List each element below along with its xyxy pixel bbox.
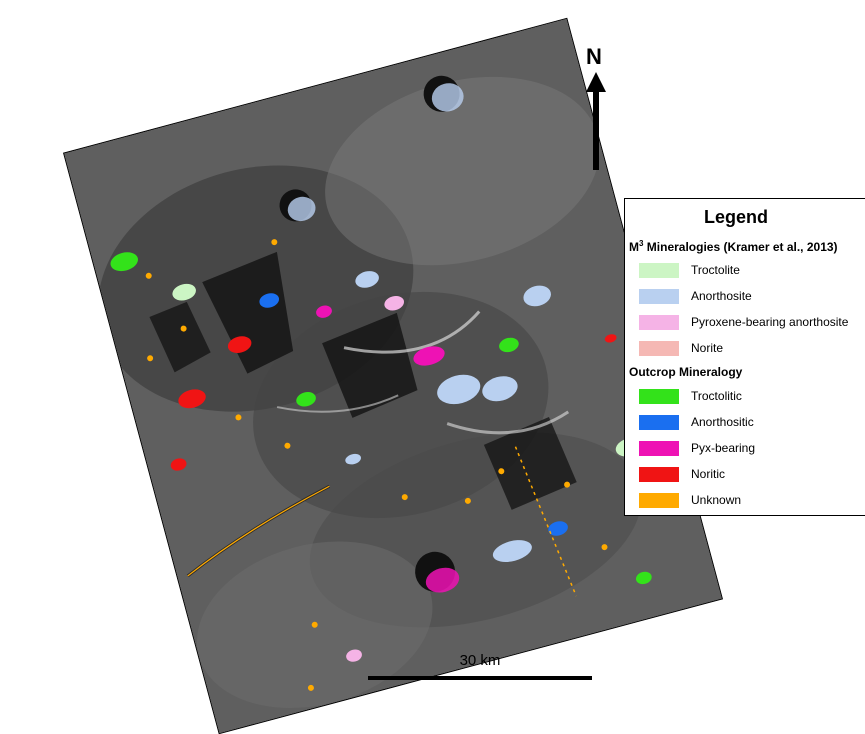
legend-item-anorthositic: Anorthositic (639, 413, 754, 431)
legend-item-troctolite: Troctolite (639, 261, 740, 279)
north-arrow: N (576, 44, 616, 174)
north-label: N (586, 44, 602, 69)
scale-bar: 30 km (368, 652, 592, 682)
legend-swatch (639, 492, 679, 508)
legend-item-norite: Norite (639, 339, 723, 357)
m3-heading: M3 Mineralogies (Kramer et al., 2013) (629, 239, 838, 254)
legend-title: Legend (703, 207, 768, 227)
legend-swatch (639, 288, 679, 304)
legend-swatch (639, 466, 679, 482)
legend-swatch (639, 388, 679, 404)
legend-swatch (639, 262, 679, 278)
scale-label: 30 km (459, 652, 501, 669)
legend-item-pyx-bearing: Pyx-bearing (639, 439, 755, 457)
legend-item-troctolitic: Troctolitic (639, 387, 742, 405)
legend-item-unknown: Unknown (639, 491, 741, 509)
legend-swatch (639, 340, 679, 356)
north-arrow-icon (586, 72, 606, 170)
outcrop-heading: Outcrop Mineralogy (629, 365, 743, 379)
legend: Legend M3 Mineralogies (Kramer et al., 2… (624, 198, 865, 516)
legend-swatch (639, 314, 679, 330)
map-image (62, 17, 724, 734)
legend-swatch (639, 440, 679, 456)
legend-item-noritic: Noritic (639, 465, 725, 483)
map-terrain (64, 18, 722, 734)
legend-item-anorthosite: Anorthosite (639, 287, 752, 305)
scale-bar-line (368, 676, 592, 680)
legend-swatch (639, 414, 679, 430)
legend-item-pyroxene-bearing-anorthosite: Pyroxene-bearing anorthosite (639, 313, 848, 331)
